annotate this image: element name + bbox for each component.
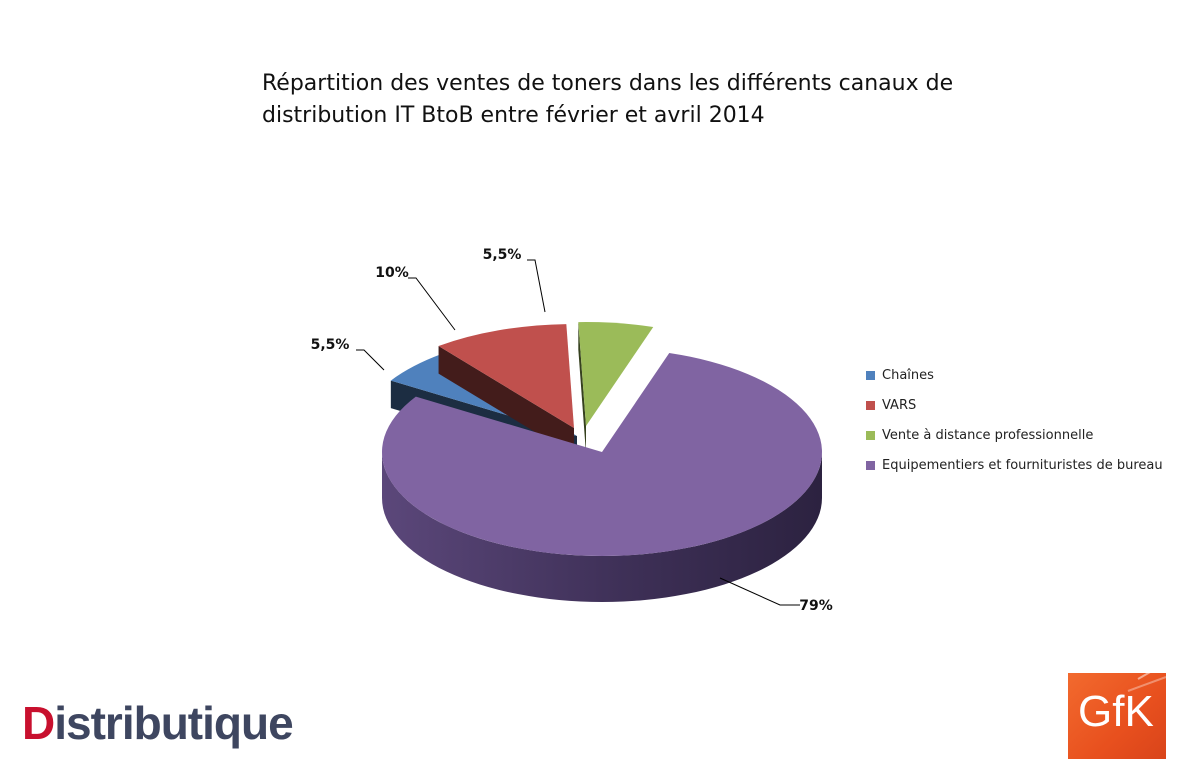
legend-item: VARS (866, 390, 1163, 420)
legend-swatch (866, 370, 875, 380)
data-label: 10% (375, 265, 409, 281)
pie-slice-3 (381, 352, 822, 556)
pie-slice-2 (578, 322, 654, 426)
chart-title: Répartition des ventes de toners dans le… (262, 71, 954, 128)
legend-item: Vente à distance professionnelle (866, 420, 1163, 450)
data-label: 5,5% (483, 247, 522, 263)
pie-slice-wall (438, 346, 574, 456)
legend-swatch (866, 460, 875, 470)
leader-line (527, 259, 546, 313)
data-label: 5,5% (311, 337, 350, 353)
leader-line (719, 577, 800, 606)
pie-slice-wall (578, 322, 586, 454)
pie-slice-side (382, 452, 822, 602)
legend-item: Equipementiers et fournituristes de bure… (866, 450, 1163, 480)
leader-line (356, 349, 385, 371)
leader-line (408, 277, 456, 331)
pie-slice-1 (438, 324, 574, 428)
legend-swatch (866, 400, 875, 410)
legend-swatch (866, 430, 875, 440)
legend-label: Equipementiers et fournituristes de bure… (882, 457, 1163, 473)
distributique-logo: Distributique (22, 697, 294, 749)
legend-label: Vente à distance professionnelle (882, 427, 1094, 443)
data-label: 79% (799, 598, 833, 614)
chart-legend: Chaînes VARS Vente à distance professionne… (866, 360, 1163, 480)
gfk-logo: GfK (1068, 673, 1166, 759)
legend-item: Chaînes (866, 360, 1163, 390)
legend-label: Chaînes (882, 367, 934, 383)
legend-label: VARS (882, 397, 917, 413)
